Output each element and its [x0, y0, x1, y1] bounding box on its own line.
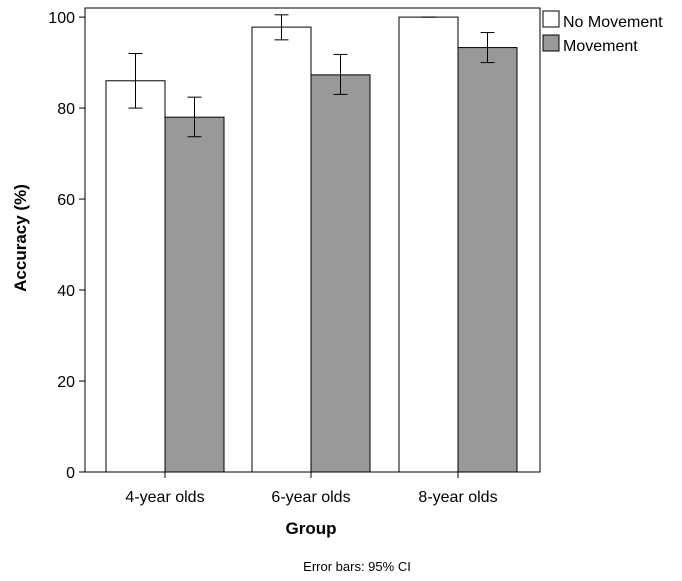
x-tick-label: 8-year olds: [418, 489, 497, 506]
bar-movement: [164, 116, 225, 473]
legend-label-no-movement: No Movement: [563, 14, 663, 31]
bar-no-movement: [251, 26, 312, 473]
y-tick-label: 80: [57, 101, 75, 118]
x-tick-label: 4-year olds: [125, 489, 204, 506]
x-axis: 4-year olds 6-year olds 8-year olds: [125, 472, 498, 506]
legend: No Movement Movement: [542, 10, 663, 55]
x-tick-label: 6-year olds: [271, 489, 350, 506]
y-tick-label: 100: [48, 10, 75, 27]
error-bars-footnote: Error bars: 95% CI: [303, 559, 411, 574]
error-bars-layer: [128, 14, 495, 138]
legend-swatch-movement: [542, 34, 560, 52]
y-tick-label: 40: [57, 283, 75, 300]
plot-frame: [84, 7, 541, 473]
y-tick-label: 60: [57, 192, 75, 209]
bar-movement: [457, 47, 518, 473]
bars-layer: [105, 16, 518, 473]
legend-swatch-no-movement: [542, 10, 560, 28]
y-axis-title: Accuracy (%): [11, 184, 30, 292]
y-axis: 0 20 40 60 80 100: [48, 10, 85, 482]
bar-no-movement: [105, 80, 166, 473]
bar-movement: [310, 74, 371, 473]
y-tick-label: 20: [57, 374, 75, 391]
y-tick-label: 0: [66, 465, 75, 482]
bar-no-movement: [398, 16, 459, 473]
legend-label-movement: Movement: [563, 38, 638, 55]
x-axis-title: Group: [286, 519, 337, 538]
